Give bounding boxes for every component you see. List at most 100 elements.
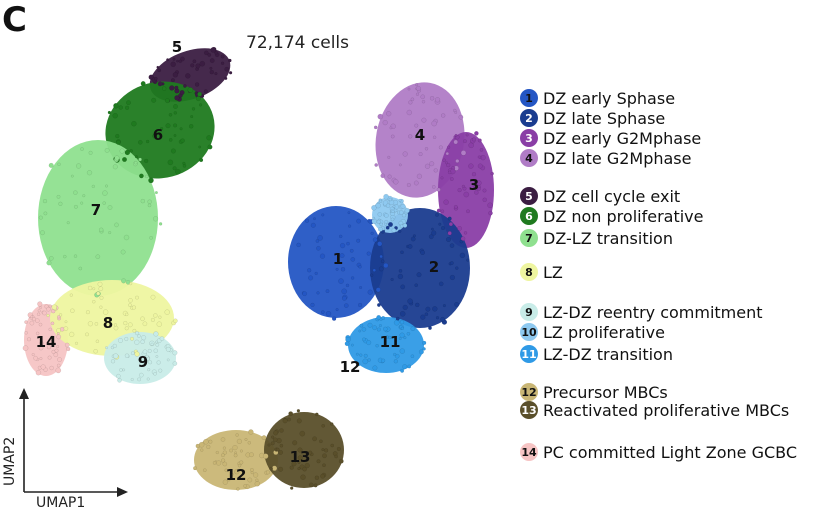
cell-point	[134, 155, 138, 159]
cell-point	[108, 231, 112, 235]
cell-point	[75, 163, 82, 169]
cell-point	[340, 267, 346, 272]
cluster-region-11	[348, 317, 424, 373]
cell-point	[482, 188, 487, 193]
cell-point	[179, 56, 185, 62]
cell-point	[312, 436, 317, 442]
cell-point	[314, 475, 320, 480]
cell-point	[70, 308, 75, 313]
cell-point	[29, 320, 35, 326]
cell-point	[110, 359, 116, 364]
legend-label-3: DZ early G2Mphase	[543, 128, 702, 148]
cell-point	[173, 318, 178, 324]
cell-point	[243, 484, 247, 488]
cell-point	[31, 353, 35, 357]
cell-point	[399, 332, 405, 338]
cell-point	[345, 283, 350, 288]
cell-point	[121, 278, 127, 284]
cell-point	[297, 455, 303, 461]
cell-point	[431, 120, 438, 127]
cell-point	[49, 255, 54, 261]
cell-point	[124, 337, 129, 342]
cell-point	[476, 186, 481, 191]
cell-point	[367, 322, 373, 328]
legend-item-8: 8 LZ	[520, 262, 563, 282]
cell-point	[424, 147, 429, 151]
cell-point	[376, 219, 381, 224]
cell-point	[458, 114, 464, 120]
cell-point	[290, 486, 294, 490]
cell-point	[179, 89, 185, 95]
cell-point	[442, 158, 446, 162]
cell-point	[113, 103, 119, 109]
cell-point	[390, 277, 394, 282]
legend-label-7: DZ-LZ transition	[543, 228, 673, 248]
cell-point	[112, 164, 118, 170]
cell-point	[289, 465, 294, 470]
cell-point	[398, 337, 402, 340]
cell-point	[416, 272, 422, 278]
cluster-map-label-14: 14	[36, 333, 57, 351]
cell-point	[384, 222, 387, 226]
cell-point	[453, 204, 458, 209]
cell-point	[166, 58, 170, 62]
cell-point	[376, 303, 381, 307]
cell-point	[158, 222, 163, 226]
cell-point	[180, 138, 185, 143]
cell-point	[359, 353, 363, 357]
cell-point	[165, 346, 171, 352]
cell-point	[233, 453, 238, 458]
cell-point	[36, 312, 41, 316]
cell-point	[402, 304, 408, 311]
cell-point	[224, 468, 228, 472]
cluster-map-label-12: 12	[340, 358, 361, 376]
cell-point	[325, 311, 332, 317]
cell-point	[208, 439, 213, 444]
cell-point	[262, 453, 269, 459]
cell-point	[375, 287, 381, 293]
legend-label-6: DZ non proliferative	[543, 206, 704, 226]
cell-point	[104, 184, 108, 188]
cell-point	[488, 210, 493, 216]
cell-point	[313, 483, 318, 488]
cell-point	[128, 298, 133, 303]
cell-point	[172, 166, 177, 171]
cell-point	[46, 345, 52, 350]
cell-point	[158, 368, 163, 373]
cell-point	[468, 142, 475, 149]
legend-label-14: PC committed Light Zone GCBC	[543, 442, 798, 462]
legend-swatch-2: 2	[520, 109, 538, 127]
cell-point	[440, 176, 444, 180]
cell-point	[158, 315, 162, 319]
cell-point	[139, 361, 144, 366]
cell-point	[335, 308, 339, 312]
cell-point	[382, 119, 388, 126]
cell-point	[50, 321, 55, 326]
cell-point	[345, 336, 351, 343]
cell-point	[254, 481, 260, 487]
cell-point	[153, 348, 158, 353]
cell-point	[176, 59, 179, 63]
cell-point	[137, 377, 142, 382]
cluster-map-label-3: 3	[469, 176, 479, 194]
cell-point	[46, 306, 51, 312]
cell-point	[431, 230, 437, 236]
cell-point	[435, 212, 439, 217]
cell-point	[153, 313, 158, 318]
cell-point	[191, 107, 196, 111]
cell-point	[410, 97, 415, 102]
cell-point	[195, 63, 201, 69]
cell-point	[236, 487, 240, 491]
cell-point	[209, 69, 215, 75]
cell-point	[138, 372, 144, 378]
cell-point	[278, 449, 283, 455]
cell-point	[123, 234, 130, 241]
cell-point	[267, 443, 271, 447]
cell-point	[38, 322, 43, 327]
cell-point	[278, 466, 284, 472]
cell-point	[406, 182, 411, 187]
cell-point	[395, 316, 400, 321]
cell-point	[27, 337, 32, 342]
cell-point	[43, 211, 48, 216]
legend-label-1: DZ early Sphase	[543, 88, 676, 108]
